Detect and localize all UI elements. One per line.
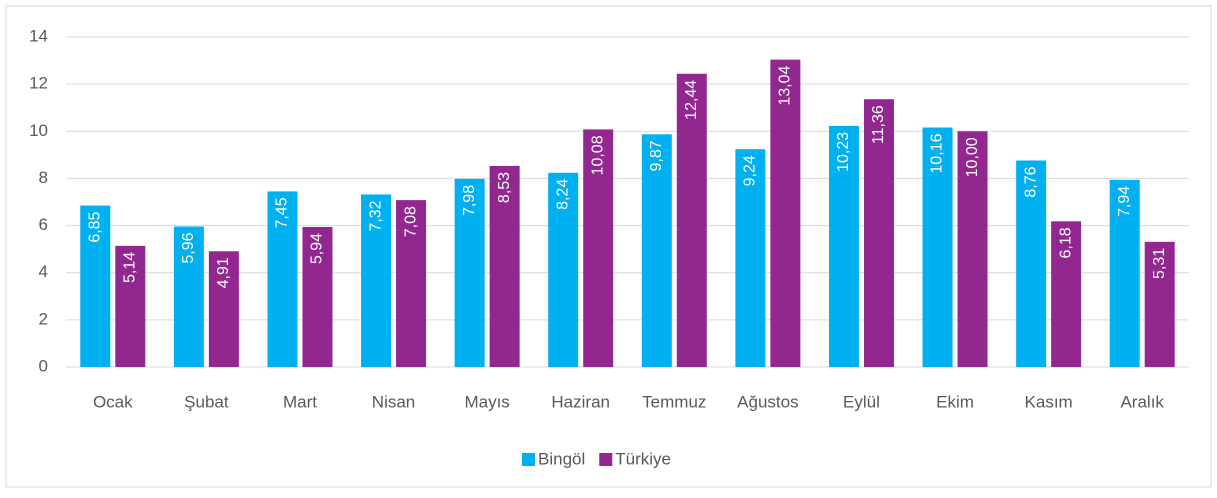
bar <box>302 226 333 367</box>
x-tick-label: Nisan <box>372 392 415 411</box>
value-label: 7,32 <box>367 200 384 231</box>
bar <box>489 165 520 367</box>
y-tick-label: 10 <box>29 121 48 140</box>
y-tick-label: 12 <box>29 74 48 93</box>
bar <box>1051 221 1082 367</box>
x-tick-label: Şubat <box>184 392 229 411</box>
value-label: 10,00 <box>964 137 981 177</box>
x-tick-label: Ağustos <box>737 392 798 411</box>
x-tick-label: Mart <box>283 392 317 411</box>
bar <box>80 205 111 367</box>
x-tick-label: Ocak <box>93 392 133 411</box>
bar <box>735 149 766 367</box>
bar <box>828 125 859 367</box>
bar <box>863 99 894 367</box>
legend-label: Bingöl <box>538 449 585 468</box>
value-label: 9,87 <box>648 140 665 171</box>
value-label: 9,24 <box>742 155 759 186</box>
bar <box>173 226 204 367</box>
y-tick-label: 4 <box>39 262 48 281</box>
bar <box>1144 241 1175 367</box>
y-tick-label: 0 <box>39 356 48 375</box>
bar <box>957 131 988 367</box>
y-tick-label: 14 <box>29 26 48 45</box>
y-tick-label: 2 <box>39 309 48 328</box>
y-tick-label: 8 <box>39 168 48 187</box>
value-label: 6,85 <box>87 211 104 242</box>
bar <box>361 194 392 367</box>
legend-label: Türkiye <box>615 449 671 468</box>
value-label: 12,44 <box>683 80 700 120</box>
value-label: 5,31 <box>1151 248 1168 279</box>
bar <box>454 178 485 367</box>
bar <box>770 59 801 367</box>
bar <box>583 129 614 367</box>
x-tick-label: Temmuz <box>642 392 706 411</box>
value-label: 8,76 <box>1022 166 1039 197</box>
bar <box>267 191 298 367</box>
value-label: 13,04 <box>777 66 794 106</box>
legend-swatch <box>599 453 613 466</box>
x-tick-label: Aralık <box>1120 392 1164 411</box>
value-label: 11,36 <box>870 105 887 144</box>
value-label: 7,98 <box>461 185 478 216</box>
bar <box>548 172 579 367</box>
bar <box>922 127 953 367</box>
bar <box>208 251 239 367</box>
value-label: 5,14 <box>122 252 139 283</box>
value-label: 7,94 <box>1116 186 1133 217</box>
value-label: 5,94 <box>309 233 326 264</box>
value-label: 10,08 <box>589 135 606 175</box>
legend-swatch <box>522 453 535 466</box>
value-label: 8,53 <box>496 172 513 203</box>
value-label: 8,24 <box>554 179 571 210</box>
bar <box>676 73 707 368</box>
x-tick-label: Haziran <box>551 392 610 411</box>
bar <box>115 245 146 367</box>
value-label: 10,16 <box>929 133 946 173</box>
x-tick-label: Kasım <box>1025 392 1073 411</box>
y-tick-label: 6 <box>39 215 48 234</box>
x-tick-label: Ekim <box>936 392 974 411</box>
value-label: 6,18 <box>1057 227 1074 258</box>
x-tick-label: Eylül <box>843 392 880 411</box>
bar <box>396 200 427 367</box>
value-label: 7,45 <box>274 197 291 228</box>
bar <box>641 134 672 367</box>
value-label: 4,91 <box>215 257 232 288</box>
value-label: 5,96 <box>180 232 197 263</box>
x-tick-label: Mayıs <box>464 392 509 411</box>
bar <box>1016 160 1047 367</box>
bar <box>1109 179 1140 367</box>
value-label: 10,23 <box>835 132 852 172</box>
value-label: 7,08 <box>402 206 419 237</box>
